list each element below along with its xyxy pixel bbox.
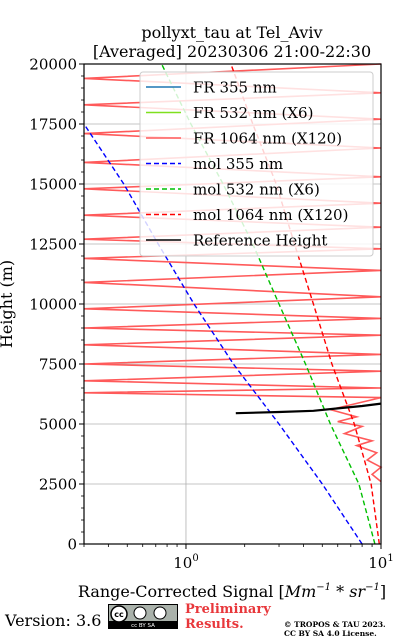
legend-label: mol 355 nm [193,155,283,173]
y-axis-label: Height (m) [0,260,16,348]
chart-title: pollyxt_tau at Tel_Aviv [141,23,322,42]
y-tick-label: 12500 [29,236,77,254]
y-tick-label: 7500 [39,356,77,374]
legend-label: FR 532 nm (X6) [193,104,313,122]
x-tick-label: 101 [368,553,393,572]
svg-text:cc BY SA: cc BY SA [131,623,155,629]
x-tick-label: 100 [173,553,198,572]
copyright-note: © TROPOS & TAU 2023. CC BY SA 4.0 Licens… [284,620,386,638]
legend-label: Reference Height [193,232,327,250]
x-axis-ticks: 100 101 [83,544,394,572]
copyright-line2: CC BY SA 4.0 License. [284,629,377,638]
preliminary-note: Preliminary Results. [185,602,271,632]
y-tick-label: 5000 [39,416,77,434]
y-tick-label: 10000 [29,296,77,314]
legend-label: mol 532 nm (X6) [193,181,320,199]
legend-label: FR 355 nm [193,79,277,97]
chart-subtitle: [Averaged] 20230306 21:00-22:30 [93,42,371,61]
sa-icon [153,606,167,620]
y-tick-label: 17500 [29,116,77,134]
legend: FR 355 nm FR 532 nm (X6) FR 1064 nm (X120)… [139,71,374,257]
reference-layer [235,402,382,415]
y-tick-label: 2500 [39,476,77,494]
preliminary-line1: Preliminary [185,602,271,617]
cc-icon [110,605,128,623]
series-reference-height [235,402,382,415]
y-tick-label: 15000 [29,176,77,194]
legend-label: mol 1064 nm (X120) [193,206,348,224]
legend-box [139,71,374,257]
copyright-line1: © TROPOS & TAU 2023. [284,620,386,629]
by-icon [133,606,147,620]
y-tick-label: 0 [67,536,77,554]
svg-text:cc: cc [114,610,124,619]
cc-license-badge: cc cc BY SA [108,604,178,629]
y-axis-ticks: 0 2500 5000 7500 10000 12500 15000 17500 20000 [29,56,84,554]
y-tick-label: 20000 [29,56,77,74]
preliminary-line2: Results. [185,617,244,632]
legend-label: FR 1064 nm (X120) [193,130,342,148]
series-mol-355-nm [83,123,363,545]
x-axis-label: Range-Corrected Signal [Mm−1 * sr−1] [78,582,386,601]
version-label: Version: 3.6 [5,611,102,630]
